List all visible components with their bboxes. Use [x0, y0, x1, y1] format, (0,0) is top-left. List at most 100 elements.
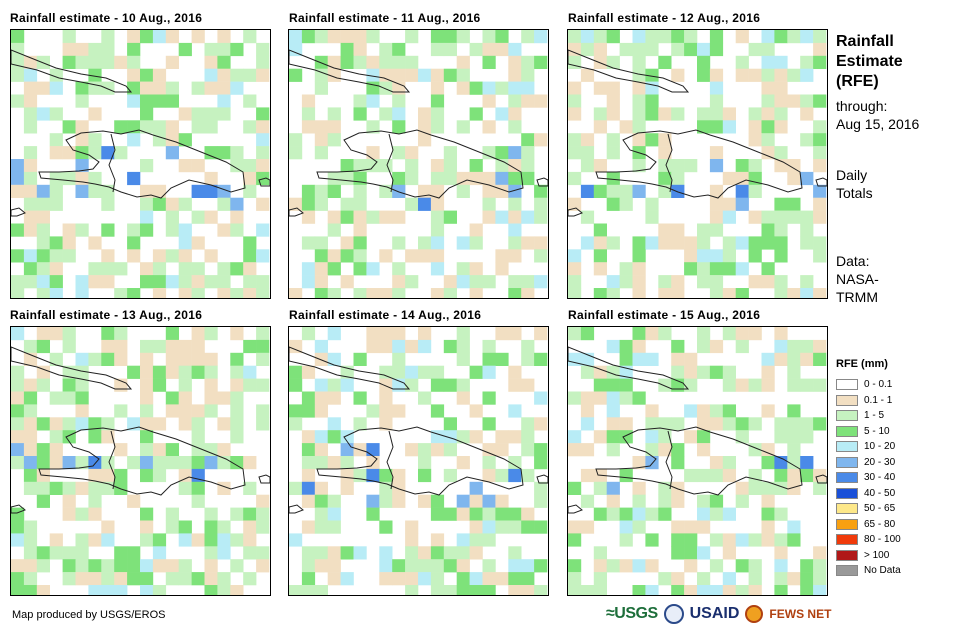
rainfall-cell [101, 559, 115, 573]
rainfall-cell [508, 197, 522, 211]
rainfall-cell [140, 417, 154, 431]
rainfall-cell [735, 378, 749, 392]
rainfall-cell [327, 417, 341, 431]
rainfall-cell [405, 339, 419, 354]
rainfall-cell [748, 417, 762, 431]
rainfall-cell [75, 352, 89, 366]
rainfall-cell [392, 68, 406, 82]
rainfall-cell [456, 327, 470, 341]
rainfall-cell [482, 184, 496, 198]
rainfall-cell [671, 236, 685, 250]
rainfall-cell [813, 572, 827, 586]
rainfall-cell [88, 171, 102, 186]
rainfall-cell [606, 494, 620, 508]
rainfall-cell [430, 249, 445, 263]
rainfall-cell [340, 236, 354, 250]
rainfall-cell [761, 223, 775, 237]
rainfall-cell [178, 468, 192, 483]
rainfall-cell [101, 262, 115, 276]
rainfall-cell [430, 507, 445, 521]
rainfall-cell [49, 391, 63, 405]
rainfall-map-2[interactable] [288, 29, 549, 299]
rainfall-cell [671, 275, 685, 289]
rainfall-cell [11, 159, 25, 173]
rainfall-cell [88, 585, 102, 595]
rainfall-cell [619, 559, 633, 573]
rainfall-cell [774, 236, 788, 250]
rainfall-cell [430, 42, 445, 57]
rainfall-cell [88, 417, 102, 431]
rainfall-cell [418, 327, 432, 341]
rainfall-cell [709, 197, 724, 211]
rainfall-cell [353, 159, 367, 173]
rainfall-cell [152, 68, 167, 82]
rainfall-cell [49, 133, 63, 147]
rainfall-cell [379, 572, 393, 586]
cuba-coastline [289, 346, 411, 390]
rainfall-cell [114, 120, 128, 134]
rainfall-cell [645, 94, 659, 108]
jamaica-coastline [568, 207, 583, 217]
rainfall-cell [327, 352, 341, 366]
rainfall-cell [684, 520, 698, 534]
rainfall-map-4[interactable] [10, 326, 271, 596]
legend-label: 5 - 10 [864, 425, 890, 437]
rainfall-cell [580, 236, 595, 250]
rainfall-cell [243, 288, 257, 298]
rainfall-cell [619, 417, 633, 431]
legend-item: No Data [836, 563, 901, 579]
rainfall-cell [430, 210, 445, 224]
rainfall-map-3[interactable] [567, 29, 828, 299]
rainfall-cell [658, 223, 672, 237]
rainfall-cell [379, 107, 393, 121]
rainfall-cell [456, 184, 470, 198]
through-date: Aug 15, 2016 [836, 116, 920, 132]
rainfall-cell [11, 223, 25, 237]
rainfall-cell [152, 378, 167, 392]
rainfall-cell [152, 30, 167, 44]
rainfall-map-6[interactable] [567, 326, 828, 596]
rainfall-cell [49, 327, 63, 341]
rainfall-cell [114, 468, 128, 483]
rainfall-cell [62, 417, 76, 431]
rainfall-cell [140, 120, 154, 134]
rainfall-cell [495, 210, 509, 224]
rainfall-cell [230, 81, 244, 95]
rainfall-cell [165, 223, 179, 237]
rainfall-cell [709, 365, 724, 379]
rainfall-cell [114, 585, 128, 595]
rainfall-cell [256, 275, 270, 289]
rainfall-cell [327, 262, 341, 276]
rainfall-cell [606, 55, 620, 69]
hispaniola-coastline [595, 426, 803, 496]
rainfall-cell [366, 456, 380, 470]
rainfall-cell [456, 81, 470, 95]
rainfall-cell [340, 443, 354, 457]
rainfall-cell [178, 572, 192, 586]
rainfall-cell [568, 275, 582, 289]
rainfall-cell [140, 68, 154, 82]
rainfall-cell [314, 146, 328, 160]
rainfall-cell [101, 275, 115, 289]
rainfall-cell [684, 585, 698, 595]
rainfall-cell [813, 378, 827, 392]
rainfall-cell [392, 339, 406, 354]
rainfall-cell [606, 275, 620, 289]
rainfall-cell [256, 197, 270, 211]
rainfall-cell [521, 559, 535, 573]
rainfall-cell [580, 159, 595, 173]
rainfall-cell [140, 339, 154, 354]
rainfall-cell [301, 275, 316, 289]
rainfall-cell [88, 107, 102, 121]
rainfall-map-5[interactable] [288, 326, 549, 596]
rainfall-cell [443, 171, 457, 186]
rainfall-cell [521, 210, 535, 224]
rainfall-cell [217, 572, 231, 586]
rainfall-cell [456, 494, 470, 508]
rainfall-cell [456, 275, 470, 289]
rainfall-cell [165, 55, 179, 69]
rainfall-cell [534, 352, 548, 366]
rainfall-cell [114, 443, 128, 457]
rainfall-cell [178, 249, 192, 263]
rainfall-map-1[interactable] [10, 29, 271, 299]
